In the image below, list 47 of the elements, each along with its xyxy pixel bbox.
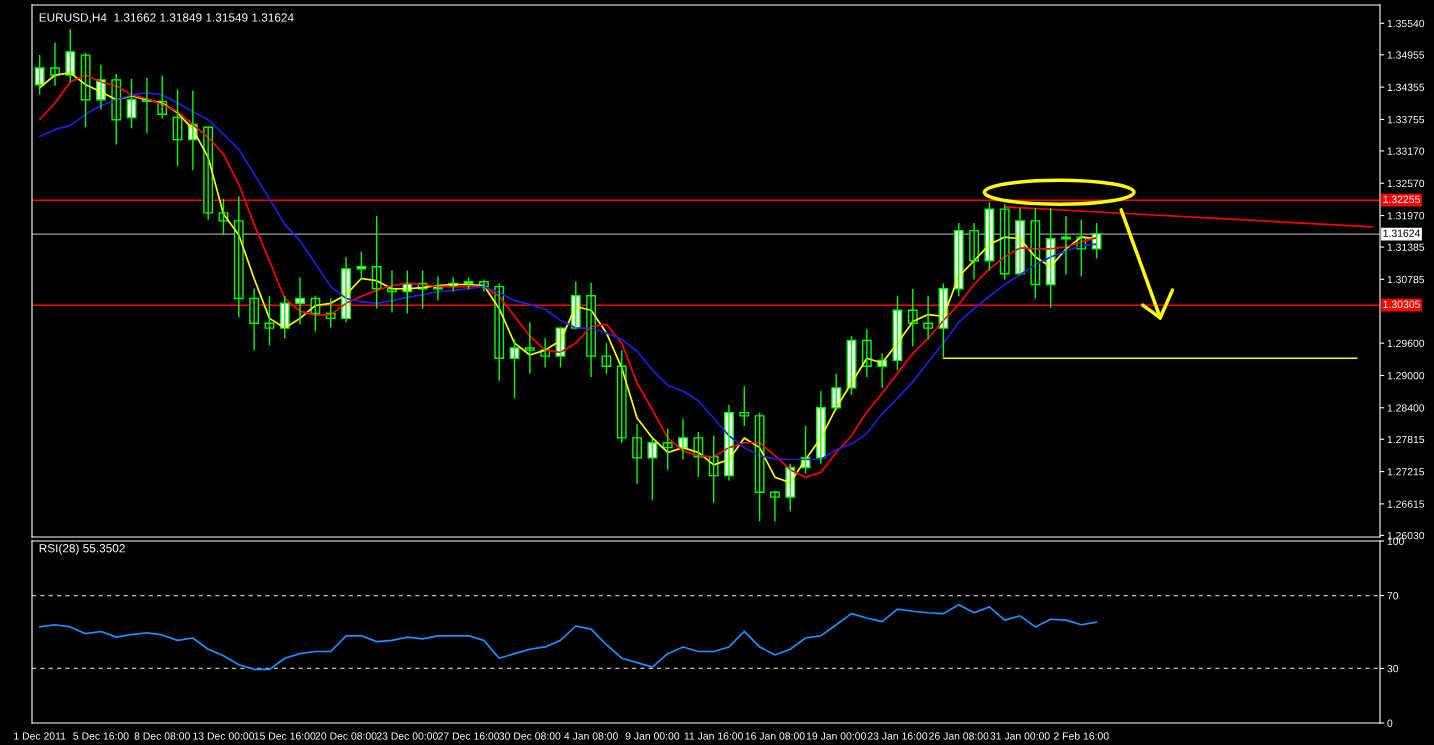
candlestick xyxy=(647,438,658,502)
candlestick xyxy=(739,385,750,427)
candlestick xyxy=(524,321,535,375)
x-tick-label: 5 Dec 16:00 xyxy=(73,732,129,740)
y-tick-label: 1.28400 xyxy=(1387,404,1425,412)
y-tick-label: 1.30785 xyxy=(1387,275,1425,284)
y-tick-label: 1.35540 xyxy=(1387,19,1425,28)
x-tick-label: 11 Jan 16:00 xyxy=(684,732,743,740)
y-tick-label: 1.31385 xyxy=(1387,243,1425,251)
x-tick-label: 23 Jan 16:00 xyxy=(867,732,928,740)
x-tick-label: 31 Jan 00:00 xyxy=(990,732,1050,740)
x-tick-label: 27 Dec 16:00 xyxy=(438,732,500,740)
x-tick-label: 8 Dec 08:00 xyxy=(134,732,190,740)
x-tick-label: 20 Dec 08:00 xyxy=(315,732,377,740)
y-tick-label: 1.29600 xyxy=(1387,339,1425,348)
y-tick-label: 1.26615 xyxy=(1387,500,1425,508)
y-tick-label: 1.27815 xyxy=(1387,435,1425,444)
x-tick-label: 30 Dec 08:00 xyxy=(499,732,561,740)
y-tick-label: 1.33170 xyxy=(1387,147,1425,155)
ref-line-label: 1.32255 xyxy=(1383,195,1420,203)
y-tick-label: 1.27215 xyxy=(1387,468,1425,476)
x-tick-label: 23 Dec 00:00 xyxy=(376,732,438,740)
y-tick-label: 1.34955 xyxy=(1387,51,1425,59)
x-tick-label: 15 Dec 16:00 xyxy=(254,732,316,740)
y-tick-label: 1.34355 xyxy=(1387,83,1425,91)
x-tick-label: 4 Jan 08:00 xyxy=(564,732,618,740)
ref-line-label: 1.30305 xyxy=(1383,300,1420,308)
x-tick-label: 9 Jan 00:00 xyxy=(625,732,680,740)
candlestick xyxy=(34,54,45,96)
y-tick-label: 0 xyxy=(1387,719,1393,727)
line-series xyxy=(38,603,1098,671)
x-tick-label: 2 Feb 16:00 xyxy=(1054,732,1109,740)
y-tick-label: 1.31970 xyxy=(1387,212,1425,220)
ref-line-label: 1.31624 xyxy=(1383,229,1421,237)
x-tick-label: 26 Jan 08:00 xyxy=(929,732,989,740)
chart-title: RSI(28) 55.3502 xyxy=(39,543,125,555)
y-tick-label: 30 xyxy=(1387,664,1399,673)
y-tick-label: 1.29000 xyxy=(1387,371,1425,380)
x-tick-label: 19 Jan 00:00 xyxy=(806,732,866,740)
y-tick-label: 1.33755 xyxy=(1387,115,1425,124)
y-tick-label: 70 xyxy=(1387,592,1399,600)
y-tick-label: 1.32570 xyxy=(1387,179,1425,188)
candlestick xyxy=(356,250,367,281)
text: EURUSD,H4 1.31662 1.31849 1.31549 1.31624 xyxy=(39,13,294,24)
x-tick-label: 16 Jan 08:00 xyxy=(745,732,805,740)
x-tick-label: 13 Dec 00:00 xyxy=(193,732,255,740)
x-tick-label: 1 Dec 2011 xyxy=(14,732,66,740)
